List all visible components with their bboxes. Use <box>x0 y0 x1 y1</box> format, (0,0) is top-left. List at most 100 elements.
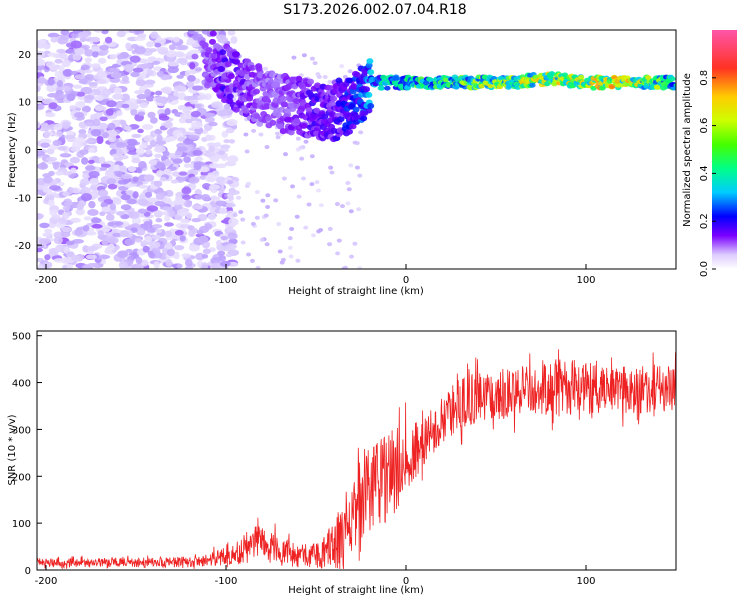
spectrogram-blob <box>62 205 71 212</box>
spectrogram-blob <box>180 218 191 224</box>
spectrogram-blob <box>85 250 95 255</box>
spectrogram-blob <box>145 149 153 155</box>
spectrogram-blob <box>275 135 281 140</box>
spectrogram-blob <box>172 129 182 137</box>
spectrogram-blob <box>76 91 85 97</box>
spectrogram-blob <box>42 185 49 193</box>
spectrogram-blob <box>90 128 102 137</box>
spectrogram-blob <box>91 63 101 68</box>
spectrogram-blob <box>265 193 271 198</box>
spectrogram-blob <box>84 57 93 63</box>
spectrogram-blob <box>144 235 153 243</box>
spectrogram-blob <box>309 56 315 61</box>
spectrogram-blob <box>194 194 204 200</box>
spectrogram-blob <box>204 116 215 123</box>
spectrogram-blob <box>377 85 385 91</box>
spectrogram-blob <box>215 44 223 51</box>
spectrogram-blob <box>211 101 223 109</box>
spectrogram-blob <box>151 234 162 240</box>
spectrogram-blob <box>167 95 179 101</box>
spectrogram-blob <box>37 213 44 220</box>
spectrogram-blob <box>60 231 71 238</box>
spectrogram-blob <box>67 186 74 195</box>
spectrogram-blob <box>153 210 164 215</box>
spectrogram-blob <box>60 85 72 91</box>
spectrogram-blob <box>116 110 123 117</box>
spectrogram-blob <box>208 184 221 190</box>
spectrogram-blob <box>669 76 676 82</box>
spectrogram-blob <box>66 93 76 102</box>
spectrogram-blob <box>56 48 66 54</box>
spectrogram-blob <box>73 112 85 118</box>
spectrogram-blob <box>162 206 174 211</box>
spectrogram-blob <box>154 42 162 48</box>
spectrogram-blob <box>128 103 139 110</box>
spectrogram-blob <box>196 95 208 100</box>
spectrogram-blob <box>80 64 90 70</box>
spectrogram-blob <box>312 61 318 66</box>
spectrogram-blob <box>75 101 86 109</box>
spectrogram-blob <box>53 258 66 263</box>
spectrogram-y-ticks: -20 -10 0 10 20 <box>15 50 42 252</box>
spectrogram-blob <box>138 161 147 169</box>
spectrogram-blob <box>74 74 86 80</box>
spectrogram-blob <box>158 115 170 121</box>
spectrogram-blob <box>226 179 234 185</box>
spectrogram-blob <box>608 84 616 90</box>
spectrogram-blob <box>99 254 111 260</box>
spectrogram-blob <box>149 159 158 166</box>
spectrogram-blob <box>83 98 91 104</box>
spectrogram-blob <box>185 118 193 124</box>
spectrogram-blob <box>112 232 122 238</box>
spectrogram-blob <box>129 55 141 63</box>
spectrogram-blob <box>191 85 204 91</box>
spectrogram-blob <box>82 245 89 253</box>
spectrogram-blob <box>135 79 147 87</box>
spectrogram-blob <box>329 170 335 175</box>
spectrogram-blob <box>128 224 139 230</box>
spectrogram-blob <box>327 226 333 231</box>
spectrogram-blob <box>327 242 333 247</box>
spectrogram-blob <box>347 69 353 74</box>
spectrogram-blob <box>107 221 116 227</box>
spectrogram-blob <box>100 163 111 168</box>
spectrogram-blob <box>125 189 134 195</box>
spectrogram-x-tick-label: -200 <box>35 275 58 286</box>
spectrogram-blob <box>160 87 170 93</box>
spectrogram-blob <box>185 106 193 111</box>
spectrogram-blob <box>263 103 271 110</box>
spectrogram-blob <box>107 178 117 184</box>
spectrogram-blob <box>309 182 315 187</box>
spectrogram-blob <box>71 238 84 244</box>
spectrogram-blob <box>188 183 197 191</box>
spectrogram-blob <box>191 218 202 223</box>
snr-x-label: Height of straight line (km) <box>288 585 424 596</box>
spectrogram-blob <box>356 207 362 212</box>
spectrogram-blob <box>87 209 99 216</box>
spectrogram-blob <box>321 113 329 120</box>
spectrogram-blob <box>61 121 71 129</box>
spectrogram-blob <box>143 134 155 142</box>
spectrogram-blob <box>227 195 234 201</box>
spectrogram-blob <box>327 79 333 84</box>
spectrogram-blob <box>177 136 185 142</box>
spectrogram-blob <box>209 38 217 45</box>
spectrogram-blob <box>113 164 120 172</box>
spectrogram-blob <box>104 36 113 44</box>
spectrogram-blob <box>314 180 320 185</box>
spectrogram-blob <box>215 200 227 206</box>
spectrogram-blob <box>577 74 585 80</box>
spectrogram-blob <box>191 53 199 60</box>
spectrogram-blob <box>146 205 159 212</box>
spectrogram-blob <box>288 254 294 259</box>
spectrogram-blob <box>149 241 161 249</box>
spectrogram-blob <box>142 68 149 75</box>
snr-x-ticks: -200 -100 0 100 <box>35 565 596 587</box>
spectrogram-blob <box>70 40 83 49</box>
spectrogram-blob <box>132 67 144 73</box>
spectrogram-blob <box>219 49 227 56</box>
spectrogram-blob <box>69 156 80 164</box>
spectrogram-blob <box>205 47 213 54</box>
spectrogram-blob <box>138 144 148 149</box>
spectrogram-blob <box>645 75 652 81</box>
